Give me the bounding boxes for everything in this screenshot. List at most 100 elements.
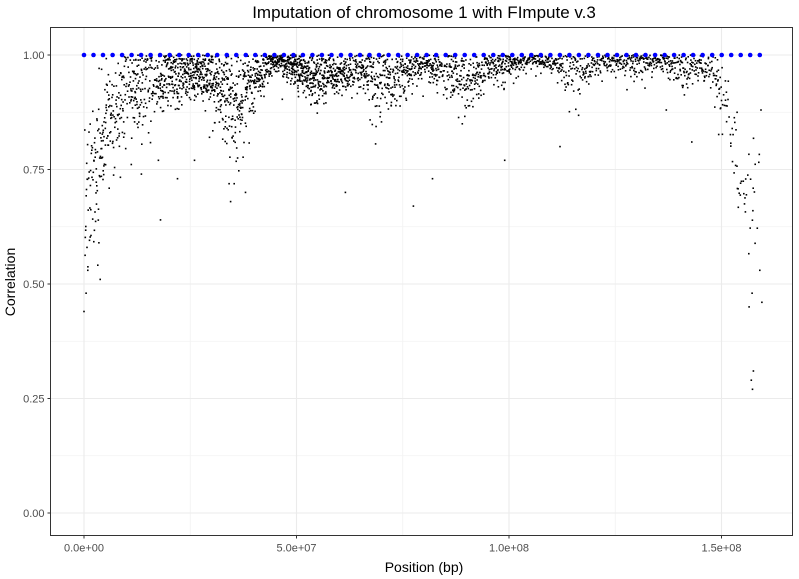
marker-point: [636, 63, 638, 65]
marker-point: [499, 58, 502, 61]
marker-point: [556, 66, 558, 69]
marker-point: [558, 67, 561, 70]
marker-point: [670, 62, 673, 64]
marker-point: [238, 75, 240, 77]
marker-point: [674, 57, 676, 59]
marker-point: [317, 62, 319, 65]
marker-point: [517, 63, 520, 65]
marker-point: [401, 70, 403, 72]
marker-point: [386, 67, 388, 70]
marker-point: [160, 75, 162, 77]
marker-point: [486, 58, 489, 61]
marker-point: [258, 71, 261, 74]
marker-point: [492, 61, 494, 64]
marker-point: [686, 61, 689, 64]
marker-point: [462, 87, 464, 89]
marker-point: [163, 80, 166, 82]
marker-point: [686, 86, 689, 89]
marker-point: [189, 62, 191, 64]
marker-point: [444, 86, 446, 89]
marker-point: [133, 121, 136, 123]
marker-point: [597, 74, 600, 76]
marker-point: [431, 73, 433, 75]
marker-point: [316, 59, 318, 61]
marker-point: [139, 88, 142, 91]
marker-point: [646, 58, 649, 60]
marker-point: [477, 76, 479, 78]
marker-point: [592, 63, 594, 66]
marker-point: [706, 71, 708, 74]
marker-point: [215, 76, 218, 78]
marker-point: [290, 61, 292, 64]
marker-point: [139, 59, 141, 61]
marker-point: [214, 56, 217, 58]
marker-point: [310, 103, 312, 106]
marker-point: [536, 60, 539, 62]
marker-point: [625, 59, 628, 62]
marker-point: [477, 93, 480, 95]
marker-point: [240, 100, 242, 103]
marker-point: [484, 57, 486, 60]
outlier-point: [140, 173, 143, 175]
marker-point: [182, 83, 185, 85]
marker-point: [142, 106, 145, 108]
marker-point: [506, 57, 508, 60]
marker-point: [450, 74, 453, 77]
marker-point: [244, 99, 246, 101]
marker-point: [185, 90, 187, 93]
marker-point: [393, 84, 396, 86]
marker-point: [167, 91, 170, 94]
marker-point: [328, 59, 330, 61]
marker-point: [702, 70, 705, 72]
marker-point: [273, 61, 276, 63]
marker-point: [473, 74, 476, 76]
marker-point: [690, 64, 692, 66]
marker-point: [173, 89, 176, 92]
marker-point: [606, 63, 608, 66]
marker-point: [164, 79, 166, 81]
marker-point: [519, 61, 521, 63]
marker-point: [303, 89, 306, 92]
marker-point: [321, 59, 323, 62]
marker-point: [601, 80, 603, 82]
marker-point: [96, 185, 98, 187]
marker-point: [301, 75, 304, 77]
marker-point: [160, 79, 163, 81]
marker-point: [313, 77, 315, 80]
marker-point: [130, 96, 133, 98]
marker-point: [158, 61, 160, 63]
marker-point: [381, 92, 383, 95]
marker-point: [327, 54, 330, 56]
plot-panel-border: [50, 27, 793, 536]
marker-point: [477, 73, 480, 76]
marker-point: [346, 77, 349, 79]
marker-point: [591, 56, 593, 58]
marker-point: [120, 72, 122, 75]
marker-point: [166, 83, 168, 85]
marker-point: [293, 69, 296, 72]
marker-point: [599, 71, 602, 74]
marker-point: [247, 97, 249, 100]
marker-point: [280, 54, 283, 57]
marker-point: [705, 74, 708, 77]
outlier-point: [761, 301, 763, 304]
marker-point: [134, 96, 136, 99]
marker-point: [444, 65, 447, 67]
reference-point: [529, 52, 534, 58]
marker-point: [674, 67, 676, 69]
marker-point: [385, 66, 387, 69]
marker-point: [158, 75, 160, 78]
marker-point: [120, 104, 122, 107]
marker-point: [206, 74, 208, 76]
marker-point: [179, 62, 181, 65]
marker-point: [344, 62, 346, 65]
marker-point: [404, 63, 406, 65]
marker-point: [90, 234, 92, 237]
marker-point: [141, 57, 143, 59]
gridlines: [50, 27, 793, 536]
marker-point: [216, 82, 218, 85]
marker-point: [500, 65, 502, 68]
marker-point: [182, 73, 184, 76]
marker-point: [205, 88, 208, 91]
marker-point: [700, 59, 702, 61]
